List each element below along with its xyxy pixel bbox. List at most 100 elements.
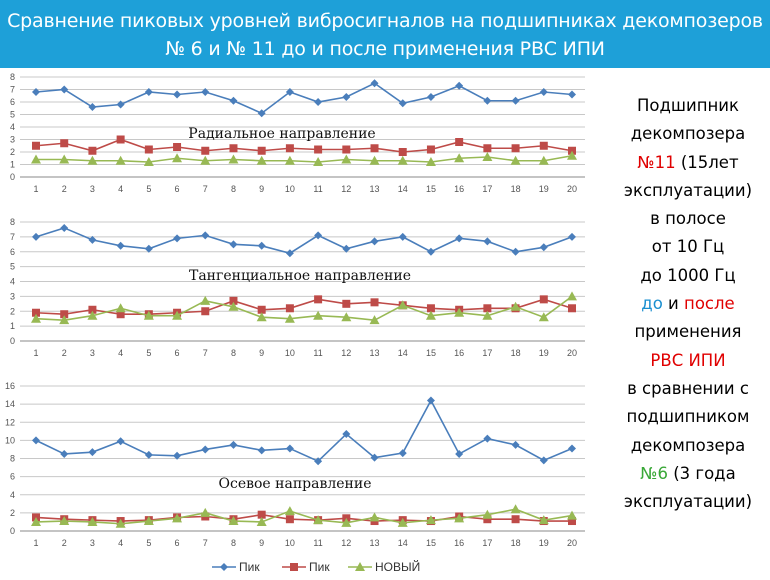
series-line — [35, 398, 573, 463]
triangle-marker — [172, 153, 183, 163]
diamond-marker — [60, 85, 69, 94]
x-tick-label: 20 — [567, 184, 577, 194]
diamond-marker — [116, 241, 125, 250]
side-description: Подшипник декомпозера №11 (15лет эксплуа… — [606, 92, 770, 516]
x-tick-label: 19 — [539, 348, 549, 358]
diamond-marker — [88, 103, 97, 111]
square-marker — [60, 310, 69, 319]
diamond-marker — [568, 232, 576, 241]
x-tick-label: 2 — [62, 184, 67, 194]
legend-label: Пик — [309, 560, 330, 574]
diamond-marker — [116, 437, 125, 446]
diamond-marker — [511, 247, 520, 256]
side-line: эксплуатации) — [623, 180, 753, 200]
square-marker — [314, 145, 323, 154]
diamond-marker — [173, 451, 182, 460]
series-line — [35, 298, 573, 316]
x-tick-label: 1 — [33, 538, 38, 548]
x-tick-label: 9 — [259, 348, 264, 358]
square-marker — [342, 145, 351, 154]
x-tick-label: 15 — [426, 184, 436, 194]
square-marker — [511, 515, 520, 524]
square-marker — [32, 308, 40, 317]
triangle-marker — [454, 153, 465, 163]
square-marker — [201, 307, 210, 316]
diamond-marker — [285, 444, 294, 453]
triangle-marker — [256, 312, 267, 322]
y-tick-label: 8 — [10, 72, 15, 82]
x-tick-label: 19 — [539, 538, 549, 548]
square-marker — [229, 296, 238, 305]
triangle-marker — [284, 155, 295, 165]
x-tick-label: 5 — [146, 538, 151, 548]
y-tick-label: 1 — [10, 160, 15, 170]
y-tick-label: 2 — [10, 147, 15, 157]
square-marker — [455, 138, 464, 146]
square-marker — [257, 510, 266, 519]
side-line: №11 (15лет — [606, 149, 770, 177]
diamond-marker — [539, 243, 548, 252]
diamond-marker — [370, 237, 379, 246]
square-marker — [88, 305, 97, 314]
diamond-marker — [144, 244, 153, 253]
x-tick-label: 8 — [231, 348, 236, 358]
side-line: в сравнении с — [627, 378, 749, 398]
diamond-marker — [568, 444, 576, 453]
series-line — [35, 508, 573, 525]
side-line: эксплуатации) — [623, 492, 753, 512]
diamond-marker — [342, 93, 351, 101]
diamond-marker — [342, 430, 351, 439]
square-marker — [88, 146, 97, 155]
series-line — [35, 82, 573, 115]
series-line — [36, 154, 573, 163]
x-tick-label: 6 — [175, 538, 180, 548]
triangle-marker — [454, 513, 465, 523]
triangle-marker — [228, 301, 239, 311]
diamond-marker — [220, 563, 228, 571]
triangle-marker — [200, 155, 211, 165]
square-marker — [539, 141, 548, 150]
triangle-marker — [538, 515, 549, 525]
x-tick-label: 13 — [370, 538, 380, 548]
x-tick-label: 1 — [33, 184, 38, 194]
triangle-marker — [87, 310, 98, 320]
side-line: подшипником — [626, 407, 750, 427]
square-marker — [285, 144, 294, 153]
triangle-marker — [256, 516, 267, 526]
x-tick-label: 10 — [285, 348, 295, 358]
diamond-marker — [426, 247, 435, 256]
y-tick-label: 7 — [10, 232, 15, 242]
x-tick-label: 17 — [482, 538, 492, 548]
triangle-marker — [425, 157, 436, 166]
triangle-marker — [397, 517, 408, 527]
x-tick-label: 9 — [259, 538, 264, 548]
diamond-marker — [455, 234, 464, 243]
chart-direction-label: Радиальное направление — [188, 126, 375, 142]
y-tick-label: 3 — [10, 291, 15, 301]
y-tick-label: 10 — [5, 435, 15, 445]
x-tick-label: 13 — [370, 348, 380, 358]
rvs-ipi-label: РВС ИПИ — [650, 350, 726, 370]
triangle-marker — [567, 291, 577, 301]
x-tick-label: 3 — [90, 538, 95, 548]
x-tick-label: 18 — [511, 184, 521, 194]
x-tick-label: 3 — [90, 184, 95, 194]
diamond-marker — [201, 445, 210, 454]
diamond-marker — [229, 440, 238, 449]
triangle-marker — [510, 155, 521, 165]
diamond-marker — [539, 88, 548, 96]
square-marker — [426, 145, 435, 154]
square-marker — [285, 515, 294, 524]
square-marker — [568, 517, 576, 526]
square-marker — [144, 145, 153, 154]
diamond-marker — [32, 232, 40, 241]
x-tick-label: 7 — [203, 348, 208, 358]
square-marker — [568, 304, 576, 313]
x-tick-label: 10 — [285, 538, 295, 548]
side-line: в полосе — [650, 209, 726, 229]
side-text: (15лет — [675, 152, 739, 172]
triangle-marker — [143, 310, 154, 320]
diamond-marker — [32, 88, 40, 96]
diamond-marker — [116, 100, 125, 109]
